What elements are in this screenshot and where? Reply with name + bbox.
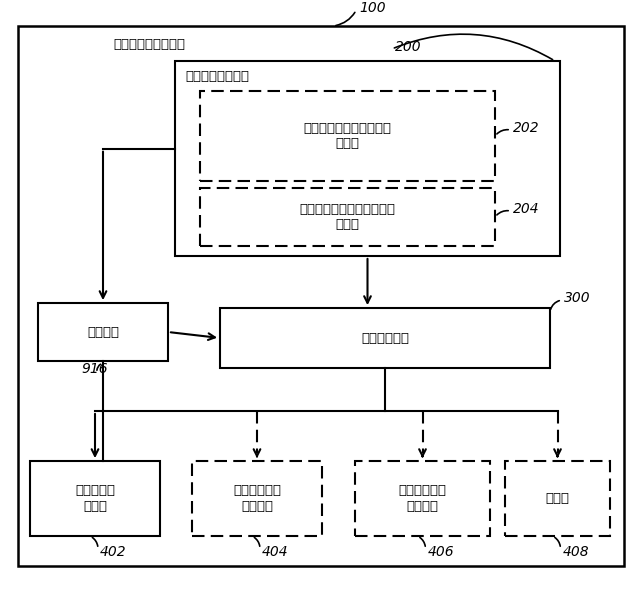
Text: オーディオ分類器: オーディオ分類器 — [185, 70, 249, 84]
Bar — [505, 461, 610, 536]
Text: オーディオ・コンテンツ
分類器: オーディオ・コンテンツ 分類器 — [303, 122, 392, 150]
Text: オーディオ・コンテキスト
分類器: オーディオ・コンテキスト 分類器 — [300, 203, 396, 231]
Text: 406: 406 — [428, 545, 454, 559]
Bar — [18, 26, 624, 566]
Text: サラウンド゙
仮想化器: サラウンド゙ 仮想化器 — [233, 485, 281, 513]
Text: 100: 100 — [359, 1, 386, 15]
Text: 200: 200 — [395, 40, 421, 54]
Bar — [200, 188, 495, 246]
Text: 300: 300 — [564, 291, 591, 305]
Text: オーディオ処理装置: オーディオ処理装置 — [113, 38, 185, 51]
Bar — [38, 303, 168, 361]
Text: ダイアログ
向上器: ダイアログ 向上器 — [75, 485, 115, 513]
Text: 404: 404 — [262, 545, 289, 559]
Text: 202: 202 — [513, 121, 540, 135]
Bar — [200, 91, 495, 181]
Bar — [30, 461, 160, 536]
Bar — [192, 461, 322, 536]
Text: 916: 916 — [81, 362, 108, 376]
Text: 408: 408 — [563, 545, 589, 559]
Text: 調整ユニット: 調整ユニット — [361, 331, 409, 344]
Text: 等化器: 等化器 — [545, 492, 570, 505]
Text: ボリューム
平準化器: ボリューム 平準化器 — [399, 485, 447, 513]
Bar — [355, 461, 490, 536]
Text: タイマー: タイマー — [87, 325, 119, 339]
Bar — [220, 308, 550, 368]
Bar — [175, 61, 560, 256]
Text: 402: 402 — [100, 545, 127, 559]
Text: 204: 204 — [513, 202, 540, 216]
